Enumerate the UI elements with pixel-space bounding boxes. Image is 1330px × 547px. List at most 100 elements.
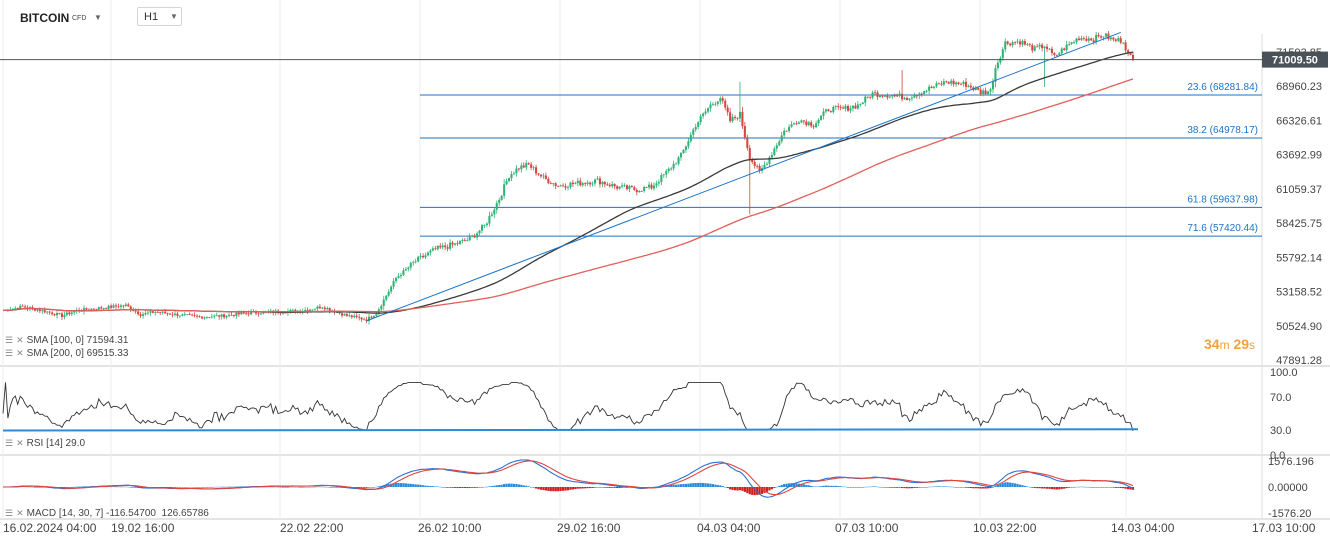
macd-histogram-bar xyxy=(861,487,864,488)
macd-histogram-bar xyxy=(367,487,371,488)
macd-histogram-bar xyxy=(561,487,565,491)
macd-histogram-bar xyxy=(716,485,719,487)
macd-histogram-bar xyxy=(729,487,732,490)
candle-body xyxy=(1031,45,1034,51)
macd-histogram-bar xyxy=(372,487,376,488)
macd-histogram-bar xyxy=(753,487,756,496)
macd-histogram-bar xyxy=(1080,486,1083,488)
macd-histogram-bar xyxy=(363,487,366,488)
macd-histogram-bar xyxy=(719,485,722,487)
macd-histogram-bar xyxy=(994,486,997,487)
macd-histogram-bar xyxy=(611,487,614,488)
macd-histogram-bar xyxy=(1131,487,1135,490)
candle-body xyxy=(1090,38,1093,41)
macd-histogram-bar xyxy=(738,487,742,491)
candle-body xyxy=(657,181,660,184)
macd-histogram-bar xyxy=(591,487,594,489)
candle-body xyxy=(687,141,690,147)
macd-histogram-bar xyxy=(178,487,181,488)
legend-sma100[interactable]: ☰ ✕ SMA [100, 0] 71594.31 xyxy=(5,335,128,346)
macd-histogram-bar xyxy=(436,486,439,488)
close-icon[interactable]: ✕ xyxy=(16,348,24,358)
macd-histogram-bar xyxy=(667,484,670,487)
candle-body xyxy=(336,312,339,313)
symbol-name[interactable]: BITCOIN xyxy=(20,11,70,25)
candle-body xyxy=(542,175,545,177)
macd-histogram-bar xyxy=(331,487,334,488)
candle-body xyxy=(395,277,398,282)
macd-histogram-bar xyxy=(967,487,970,488)
macd-histogram-bar xyxy=(284,487,287,488)
legend-rsi[interactable]: ☰ ✕ RSI [14] 29.0 xyxy=(5,438,85,449)
legend-macd[interactable]: ☰ ✕ MACD [14, 30, 7] -116.54700 126.65786 xyxy=(5,508,209,519)
candle-body xyxy=(1102,36,1105,38)
macd-histogram-bar xyxy=(783,484,786,487)
macd-histogram-bar xyxy=(308,486,312,488)
timeframe-select[interactable]: H1 ▼ xyxy=(137,7,182,26)
macd-histogram-bar xyxy=(294,486,297,488)
macd-histogram-bar xyxy=(1082,486,1085,488)
macd-histogram-bar xyxy=(1006,482,1009,487)
close-icon[interactable]: ✕ xyxy=(16,335,24,345)
candle-body xyxy=(837,106,840,107)
macd-histogram-bar xyxy=(692,483,695,487)
macd-histogram-bar xyxy=(156,487,159,488)
macd-histogram-bar xyxy=(554,487,557,492)
macd-histogram-bar xyxy=(709,483,712,487)
settings-icon[interactable]: ☰ xyxy=(5,335,14,345)
macd-histogram-bar xyxy=(586,487,589,489)
close-icon[interactable]: ✕ xyxy=(16,438,24,448)
candle-body xyxy=(616,186,619,189)
candle-body xyxy=(1065,44,1068,51)
candle-body xyxy=(105,308,108,309)
macd-histogram-bar xyxy=(274,486,277,488)
candle-body xyxy=(309,309,312,311)
candle-body xyxy=(984,90,987,94)
candle-body xyxy=(699,116,702,123)
candle-body xyxy=(176,313,179,316)
candle-body xyxy=(527,163,530,165)
macd-histogram-bar xyxy=(114,486,118,488)
macd-histogram-bar xyxy=(608,487,611,488)
candle-body xyxy=(557,185,560,187)
candle-body xyxy=(390,286,393,292)
macd-histogram-bar xyxy=(905,487,909,489)
candle-body xyxy=(1097,35,1100,37)
legend-sma200[interactable]: ☰ ✕ SMA [200, 0] 69515.33 xyxy=(5,348,128,359)
macd-histogram-bar xyxy=(107,486,110,488)
macd-histogram-bar xyxy=(765,487,769,492)
close-icon[interactable]: ✕ xyxy=(16,508,24,518)
candle-body xyxy=(365,319,368,321)
candle-body xyxy=(1082,38,1085,39)
macd-histogram-bar xyxy=(733,487,737,491)
candle-body xyxy=(372,316,375,318)
symbol-dropdown-icon[interactable]: ▼ xyxy=(94,13,102,22)
macd-histogram-bar xyxy=(1102,487,1105,488)
macd-histogram-bar xyxy=(213,486,216,488)
macd-histogram-bar xyxy=(198,487,201,488)
macd-histogram-bar xyxy=(684,483,688,487)
macd-histogram-bar xyxy=(370,487,373,488)
candle-body xyxy=(53,314,56,316)
settings-icon[interactable]: ☰ xyxy=(5,348,14,358)
candle-body xyxy=(210,316,213,318)
candle-body xyxy=(854,105,857,109)
candle-body xyxy=(461,239,464,241)
settings-icon[interactable]: ☰ xyxy=(5,438,14,448)
candle-body xyxy=(947,82,950,84)
fib-level-label: 61.8 (59637.98) xyxy=(1187,194,1258,205)
rsi-value: 29.0 xyxy=(65,438,86,449)
macd-histogram-bar xyxy=(1129,487,1132,490)
candle-body xyxy=(994,68,997,82)
candle-body xyxy=(328,308,331,311)
candle-body xyxy=(102,308,105,309)
candle-body xyxy=(1095,35,1098,42)
candle-body xyxy=(1048,48,1051,50)
candle-body xyxy=(350,315,353,318)
settings-icon[interactable]: ☰ xyxy=(5,508,14,518)
candle-body xyxy=(896,95,899,97)
candle-body xyxy=(124,304,127,306)
candle-body xyxy=(446,247,449,249)
macd-histogram-bar xyxy=(385,484,388,487)
